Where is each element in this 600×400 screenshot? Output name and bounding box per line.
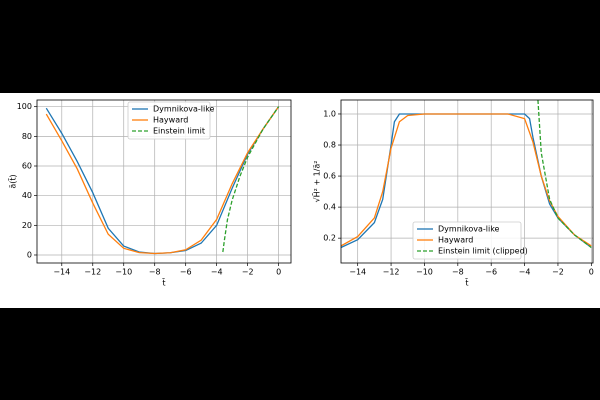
legend-label: Dymnikova-like	[438, 225, 500, 234]
y-tick-label: 1.0	[323, 109, 336, 118]
y-axis-label: ā(t̄)	[7, 174, 17, 188]
axes-frame	[36, 99, 292, 264]
x-axis-label: t̄	[465, 277, 469, 287]
legend-label: Dymnikova-like	[153, 105, 215, 114]
y-tick-label: 0.4	[323, 203, 336, 212]
x-tick-label: −14	[349, 268, 366, 277]
x-tick-label: −2	[552, 268, 564, 277]
legend-label: Hayward	[438, 236, 473, 245]
x-tick-label: −8	[149, 268, 161, 277]
x-tick-label: −4	[211, 268, 223, 277]
x-axis-label: t̄	[162, 277, 166, 287]
x-tick-label: 0	[589, 268, 594, 277]
canvas	[0, 93, 600, 308]
x-tick-label: 0	[276, 268, 281, 277]
y-tick-label: 0	[27, 250, 32, 259]
axes-frame	[340, 99, 594, 264]
series-line	[45, 106, 280, 255]
legend-label: Hayward	[153, 116, 188, 125]
legend-box	[412, 221, 522, 260]
legend-box	[127, 101, 211, 140]
legend-label: Einstein limit	[153, 127, 205, 136]
x-tick-label: −10	[115, 268, 132, 277]
x-tick-label: −12	[84, 268, 101, 277]
y-tick-label: 80	[22, 132, 32, 141]
x-tick-label: −14	[53, 268, 70, 277]
y-tick-label: 60	[22, 162, 32, 171]
y-axis-label: √H̄² + 1/ā²	[311, 160, 321, 202]
y-tick-label: 40	[22, 191, 32, 200]
x-tick-label: −4	[519, 268, 531, 277]
x-tick-label: −6	[180, 268, 192, 277]
y-tick-label: 0.2	[323, 234, 336, 243]
x-tick-label: −2	[242, 268, 254, 277]
series-line	[222, 106, 280, 253]
y-tick-label: 0.6	[323, 172, 336, 181]
x-tick-label: −10	[416, 268, 433, 277]
y-tick-label: 20	[22, 221, 32, 230]
y-tick-label: 100	[17, 102, 32, 111]
legend-label: Einstein limit (clipped)	[438, 247, 528, 256]
x-tick-label: −12	[383, 268, 400, 277]
series-line	[537, 100, 592, 249]
y-tick-label: 0.8	[323, 141, 336, 150]
x-tick-label: −6	[485, 268, 497, 277]
x-tick-label: −8	[452, 268, 464, 277]
